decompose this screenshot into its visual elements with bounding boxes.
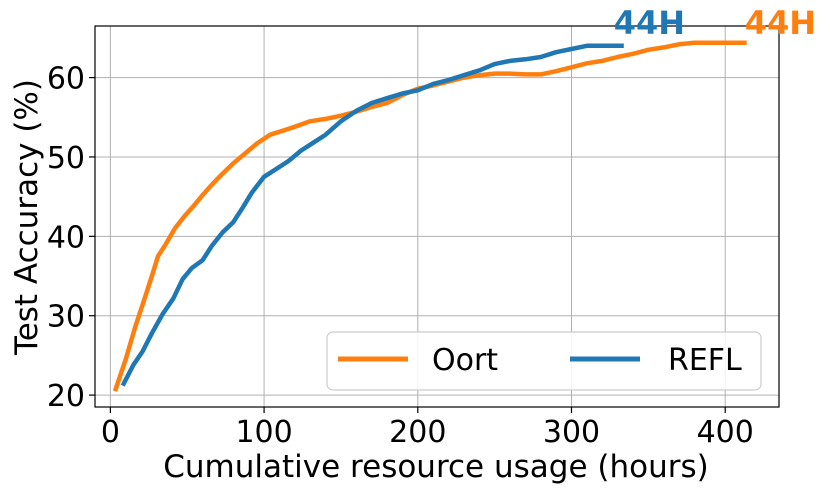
x-axis-label: Cumulative resource usage (hours) bbox=[163, 449, 708, 485]
legend-frame bbox=[326, 331, 762, 391]
x-tick-label: 100 bbox=[235, 415, 292, 450]
y-tick-label: 50 bbox=[47, 141, 85, 176]
series-layer bbox=[112, 40, 747, 392]
series-line-refl bbox=[120, 43, 624, 387]
x-tick-label: 200 bbox=[389, 415, 446, 450]
legend: Oort REFL bbox=[326, 331, 762, 391]
annotation-oort: 44H bbox=[745, 4, 816, 42]
y-tick-label: 60 bbox=[47, 62, 85, 97]
y-axis-label: Test Accuracy (%) bbox=[9, 79, 45, 356]
plot-frame bbox=[94, 25, 780, 408]
legend-label-oort: Oort bbox=[432, 343, 498, 378]
y-tick-label: 20 bbox=[47, 379, 85, 414]
annotation-refl: 44H bbox=[614, 4, 685, 42]
series-line-oort bbox=[112, 40, 747, 392]
x-tick-label: 300 bbox=[543, 415, 600, 450]
axis-ticks: 0 100 200 300 400 20 30 40 50 60 bbox=[47, 62, 754, 450]
legend-label-refl: REFL bbox=[668, 343, 742, 378]
annotations: 44H 44H bbox=[614, 4, 816, 42]
y-tick-label: 30 bbox=[47, 300, 85, 335]
y-tick-label: 40 bbox=[47, 220, 85, 255]
x-tick-label: 0 bbox=[101, 415, 120, 450]
x-tick-label: 400 bbox=[697, 415, 754, 450]
